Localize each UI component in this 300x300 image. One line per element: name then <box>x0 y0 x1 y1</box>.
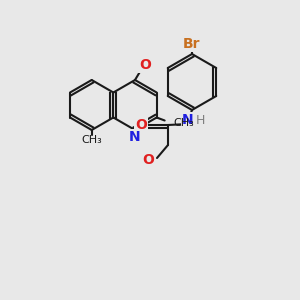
Text: O: O <box>139 58 151 72</box>
Text: CH₃: CH₃ <box>81 135 102 145</box>
Text: O: O <box>142 153 154 167</box>
Text: H: H <box>195 113 205 127</box>
Text: N: N <box>129 130 141 144</box>
Text: O: O <box>135 118 147 132</box>
Text: N: N <box>182 113 194 127</box>
Text: Br: Br <box>183 37 201 51</box>
Text: CH₃: CH₃ <box>174 118 194 128</box>
